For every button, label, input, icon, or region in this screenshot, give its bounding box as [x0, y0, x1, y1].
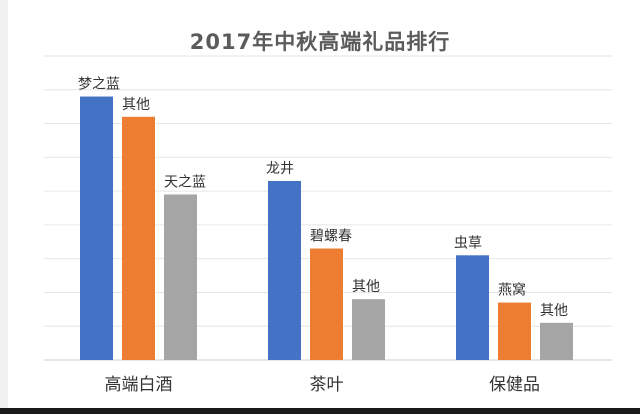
category-tick-label: 茶叶	[310, 375, 344, 395]
bar-data-label: 其他	[540, 303, 568, 319]
bar-data-label: 燕窝	[498, 282, 526, 299]
bar	[498, 302, 531, 360]
bar	[268, 180, 301, 360]
bar	[352, 299, 385, 360]
category-tick-label: 高端白酒	[105, 375, 173, 395]
bottom-edge-bar	[0, 408, 640, 414]
bar-data-label: 天之蓝	[164, 174, 206, 190]
bar-data-label: 其他	[352, 279, 380, 295]
bar	[540, 322, 573, 360]
bar-data-label: 其他	[122, 97, 150, 113]
left-edge-strip	[0, 0, 8, 414]
bar-data-label: 碧螺春	[310, 229, 352, 245]
chart-title: 2017年中秋高端礼品排行	[189, 30, 451, 54]
bar-data-label: 虫草	[454, 235, 482, 251]
category-tick-label: 保健品	[489, 375, 540, 395]
bar-data-label: 梦之蓝	[78, 77, 120, 93]
bar	[164, 194, 197, 360]
bar	[310, 248, 343, 360]
bar	[80, 96, 113, 361]
bar	[456, 255, 489, 360]
bar	[122, 116, 155, 360]
bar-data-label: 龙井	[266, 161, 294, 177]
